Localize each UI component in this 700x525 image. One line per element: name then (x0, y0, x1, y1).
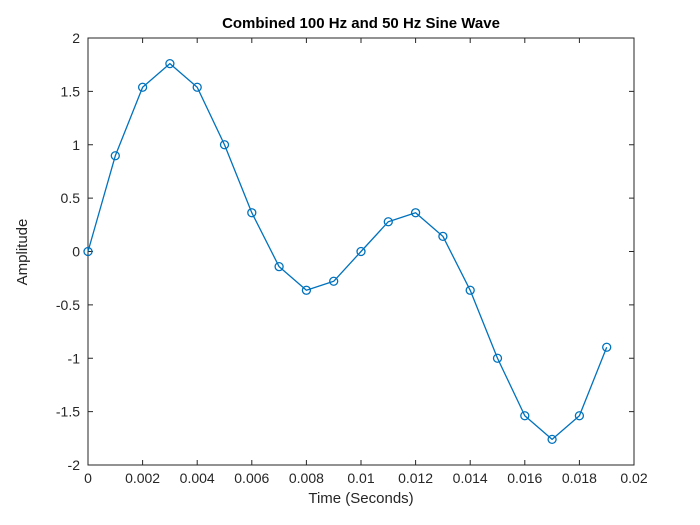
y-tick-label: 1.5 (61, 83, 81, 99)
data-marker (492, 353, 503, 363)
data-marker (274, 262, 284, 272)
y-tick-label: 0.5 (61, 190, 81, 206)
data-marker (301, 285, 312, 295)
x-tick-label: 0.012 (398, 470, 433, 486)
data-marker (137, 82, 148, 92)
x-tick-label: 0.01 (347, 470, 374, 486)
y-tick-label: -2 (68, 457, 81, 473)
data-marker (192, 82, 202, 92)
data-marker (83, 246, 93, 257)
data-marker (520, 411, 530, 421)
x-axis-label: Time (Seconds) (308, 490, 413, 507)
x-tick-label: 0.014 (453, 470, 488, 486)
data-line (87, 62, 608, 441)
data-marker (165, 58, 175, 69)
data-marker (383, 217, 393, 227)
plot-area: 0 0.002 0.004 0.006 0.008 0.01 0.012 0.014 0.016… (56, 30, 648, 486)
data-marker (438, 231, 448, 241)
chart-title: Combined 100 Hz and 50 Hz Sine Wave (222, 15, 500, 32)
data-marker (465, 285, 475, 295)
y-tick-label: -0.5 (56, 297, 80, 313)
y-tick-label: -1.5 (56, 404, 80, 420)
x-tick-label: 0.008 (289, 470, 324, 486)
x-tick-label: 0.018 (562, 470, 597, 486)
data-marker (110, 151, 120, 161)
y-tick-label: 0 (72, 244, 80, 260)
y-axis-label: Amplitude (14, 219, 31, 286)
data-marker (356, 246, 366, 257)
data-marker (547, 434, 557, 445)
x-tick-label: 0.016 (507, 470, 542, 486)
data-marker (329, 276, 339, 286)
x-tick-label: 0.006 (234, 470, 269, 486)
data-marker (219, 140, 230, 150)
y-tick-label: 1 (72, 137, 80, 153)
data-marker (602, 342, 612, 352)
data-marker (410, 208, 421, 218)
x-tick-label: 0.004 (180, 470, 215, 486)
x-tick-label: 0 (84, 470, 92, 486)
x-tick-label: 0.02 (620, 470, 647, 486)
y-tick-label: -1 (68, 350, 81, 366)
x-tick-label: 0.002 (125, 470, 160, 486)
y-tick-label: 2 (72, 30, 80, 46)
data-marker (247, 208, 257, 218)
data-marker (574, 411, 585, 421)
